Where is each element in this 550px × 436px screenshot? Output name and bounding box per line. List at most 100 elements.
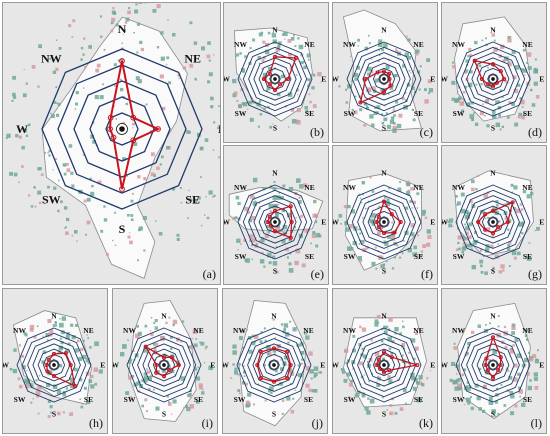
radar-ring	[137, 338, 191, 392]
radar-point	[107, 114, 114, 121]
radar-ring	[247, 338, 301, 392]
panel-label: (c)	[419, 125, 433, 139]
radar-ring	[268, 359, 280, 371]
radar-ring	[147, 348, 181, 382]
landuse-speckle	[340, 315, 432, 416]
direction-label-w: W	[223, 361, 229, 370]
direction-label-se: SE	[305, 252, 314, 261]
direction-label-sw: SW	[234, 395, 246, 404]
direction-label-nw: NW	[234, 183, 247, 192]
direction-label-w: W	[16, 122, 28, 136]
radar-point	[490, 335, 496, 340]
direction-label-w: W	[442, 361, 448, 370]
direction-label-n: N	[272, 26, 278, 35]
radar-point	[255, 362, 260, 368]
direction-label-sw: SW	[235, 252, 247, 261]
radar-ring	[32, 343, 76, 387]
radar-point	[381, 349, 387, 355]
radar-point	[381, 199, 387, 204]
radar-ring	[487, 73, 499, 85]
radar-ring	[460, 189, 526, 255]
radar-ring	[362, 343, 406, 387]
radar-ring	[372, 353, 396, 377]
direction-label-s: S	[119, 222, 126, 236]
radar-svg-f: N NE E SE S SW W NW	[333, 169, 435, 276]
direction-label-e: E	[210, 361, 215, 370]
radar-point	[288, 362, 293, 368]
radar-ring	[248, 195, 302, 249]
radar-point	[289, 219, 294, 225]
direction-label-nw: NW	[343, 183, 356, 192]
direction-label-ne: NE	[304, 183, 314, 192]
radar-point	[490, 231, 496, 236]
radar-point	[154, 362, 159, 368]
radar-point	[496, 368, 501, 373]
radar-point	[288, 235, 293, 240]
radar-point	[258, 349, 263, 354]
radar-point	[267, 71, 272, 76]
radar-ring	[57, 64, 187, 194]
radar-ring	[158, 359, 170, 371]
radar-point	[110, 134, 117, 141]
direction-label-s: S	[273, 266, 277, 275]
direction-label-ne: NE	[83, 326, 93, 335]
direction-label-nw: NW	[41, 51, 62, 65]
radar-point	[265, 219, 270, 225]
direction-label-nw: NW	[123, 326, 136, 335]
radar-ring	[455, 41, 531, 117]
radar-point	[498, 69, 503, 74]
direction-label-s: S	[52, 409, 56, 418]
direction-label-nw: NW	[452, 183, 465, 192]
radar-point	[72, 383, 77, 388]
direction-label-n: N	[490, 312, 496, 321]
direction-label-sw: SW	[453, 252, 465, 261]
radar-point	[68, 362, 73, 368]
radar-ring	[262, 353, 286, 377]
radar-svg-j: N NE E SE S SW W NW	[223, 300, 325, 427]
direction-label-s: S	[491, 409, 495, 418]
panel-g: N NE E SE S SW W NW (g)	[441, 145, 547, 285]
direction-label-w: W	[224, 218, 230, 227]
direction-label-e: E	[321, 75, 326, 84]
direction-label-w: W	[333, 361, 339, 370]
radar-point	[130, 137, 137, 144]
radar-point	[285, 349, 290, 354]
direction-label-s: S	[382, 123, 386, 132]
radar-point	[485, 82, 490, 87]
radar-svg-a: N NE E SE S SW W NW	[5, 3, 220, 279]
radar-ring	[351, 189, 417, 255]
radar-ring	[460, 332, 526, 398]
radar-point	[261, 76, 266, 82]
radar-svg-e: N NE E SE S SW W NW	[224, 169, 326, 276]
landuse-speckle	[451, 29, 540, 131]
radar-ring	[476, 62, 510, 96]
radar-ring	[131, 332, 197, 398]
radar-point	[107, 126, 113, 132]
radar-point	[498, 355, 503, 360]
radar-ring	[252, 343, 296, 387]
radar-ring	[142, 343, 186, 387]
direction-label-n: N	[381, 26, 387, 35]
center-dot	[382, 220, 386, 224]
radar-ring	[351, 46, 417, 112]
radar-point	[272, 88, 278, 93]
radar-point	[490, 208, 496, 213]
radar-point	[374, 219, 379, 225]
direction-label-se: SE	[523, 252, 532, 261]
direction-label-e: E	[100, 361, 105, 370]
radar-point	[490, 62, 496, 67]
center-dot	[162, 363, 166, 367]
direction-label-ne: NE	[413, 40, 423, 49]
panel-label: (f)	[421, 267, 433, 281]
direction-label-nw: NW	[234, 40, 247, 49]
direction-label-w: W	[113, 361, 119, 370]
radar-point	[381, 370, 387, 375]
radar-svg-c: N NE E SE S SW W NW	[333, 9, 435, 133]
radar-point	[496, 225, 501, 230]
direction-label-ne: NE	[413, 326, 423, 335]
direction-label-w: W	[3, 361, 9, 370]
radar-point	[376, 214, 381, 219]
radar-point	[293, 56, 298, 61]
panel-l: N NE E SE S SW W NW (l)	[441, 288, 547, 434]
radar-point	[269, 223, 274, 228]
